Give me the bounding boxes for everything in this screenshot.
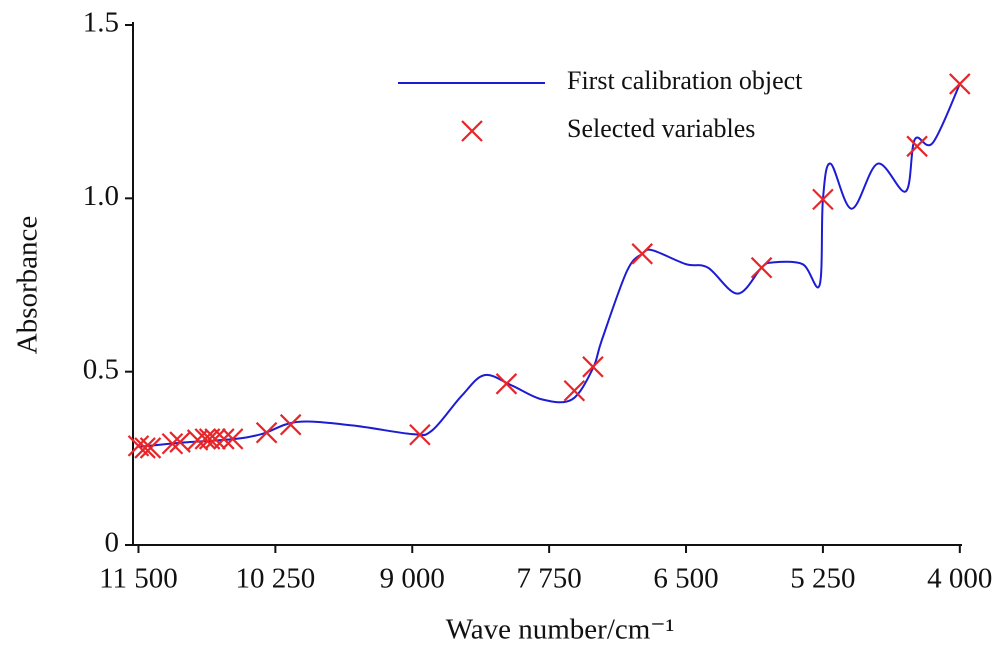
selected-marker (409, 423, 431, 446)
selected-marker (169, 431, 191, 453)
selected-marker (279, 413, 302, 436)
selected-marker (495, 373, 518, 395)
selected-marker (631, 243, 654, 265)
y-tick-label: 1.0 (83, 180, 119, 212)
selected-marker (139, 437, 162, 459)
x-tick-label: 7 750 (517, 563, 582, 595)
selected-marker (582, 356, 604, 378)
x-tick-label: 6 500 (653, 563, 718, 595)
selected-marker (563, 379, 586, 402)
y-tick-label: 1.5 (83, 7, 119, 39)
x-axis-label: Wave number/cm⁻¹ (446, 614, 675, 646)
selected-marker (221, 428, 244, 450)
spectrum-line (138, 83, 961, 448)
legend-marker (461, 120, 483, 142)
legend-label: Selected variables (567, 114, 755, 143)
x-tick-label: 11 500 (99, 563, 178, 595)
selected-marker (194, 428, 217, 450)
selected-marker (134, 437, 156, 459)
y-tick-label: 0 (105, 527, 120, 559)
selected-marker (949, 73, 971, 95)
x-tick-label: 9 000 (380, 563, 445, 595)
selected-marker (750, 256, 773, 279)
legend-label: First calibration object (567, 66, 803, 95)
selected-marker (204, 428, 226, 450)
selected-marker (255, 421, 278, 444)
y-axis-label: Absorbance (12, 216, 44, 355)
x-tick-label: 10 250 (235, 563, 315, 595)
selected-marker (161, 432, 184, 455)
y-tick-label: 0.5 (83, 353, 119, 385)
selected-marker (906, 135, 928, 158)
selected-marker (213, 428, 235, 450)
x-tick-label: 5 250 (790, 563, 855, 595)
x-tick-label: 4 000 (927, 563, 992, 595)
selected-marker (812, 188, 834, 211)
